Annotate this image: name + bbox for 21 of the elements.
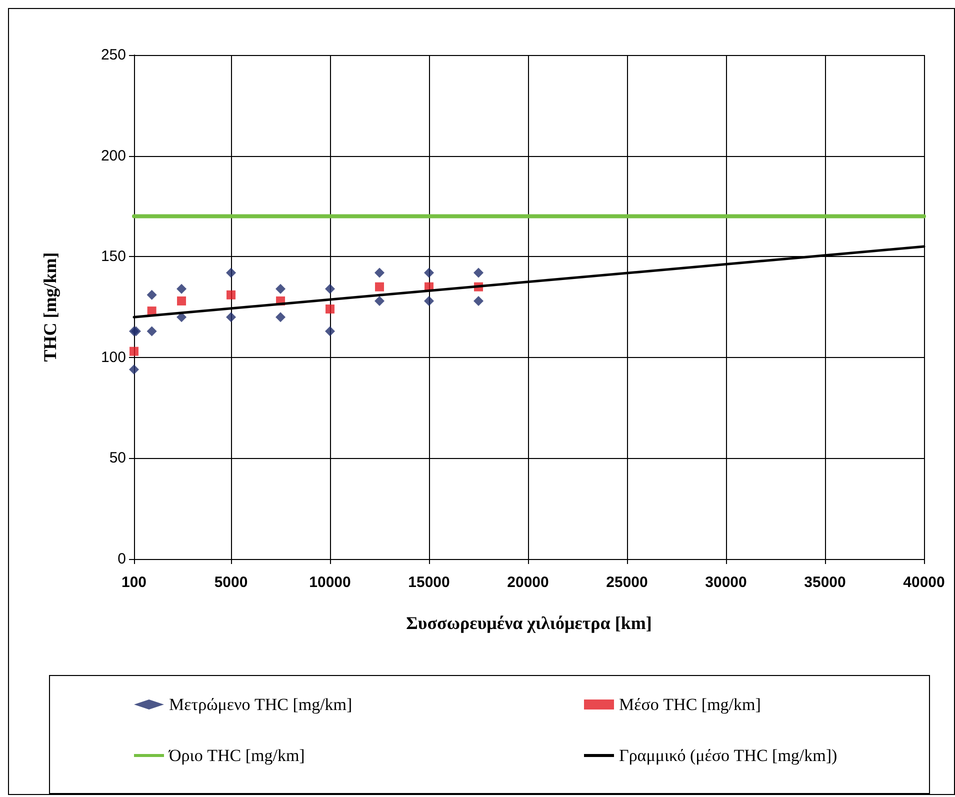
x-tick-label: 40000 (903, 574, 945, 591)
legend-label: Όριο THC [mg/km] (168, 746, 305, 765)
y-tick-label: 0 (118, 550, 126, 568)
y-tick-label: 150 (100, 248, 126, 266)
y-tick-label: 250 (100, 46, 126, 64)
x-tick-label: 10000 (309, 574, 351, 591)
x-tick-label: 25000 (606, 574, 648, 591)
y-tick-label: 200 (100, 147, 126, 164)
x-tick-label: 35000 (804, 574, 846, 591)
y-axis-title: THC [mg/km] (40, 252, 60, 362)
x-tick-label: 20000 (507, 574, 549, 591)
x-tick-label: 5000 (214, 574, 248, 591)
y-tick-label: 100 (100, 348, 126, 366)
x-axis-title: Συσσωρευμένα χιλιόμετρα [km] (406, 613, 652, 633)
legend-label: Γραμμικό (μέσο THC [mg/km]) (619, 746, 838, 765)
legend-label: Μετρώμενο THC [mg/km] (169, 695, 352, 714)
legend-label: Μέσο THC [mg/km] (619, 695, 761, 714)
x-tick-label: 15000 (408, 574, 450, 591)
x-tick-label: 30000 (705, 574, 747, 591)
x-tick-label: 100 (121, 574, 147, 591)
y-tick-label: 50 (109, 450, 126, 467)
